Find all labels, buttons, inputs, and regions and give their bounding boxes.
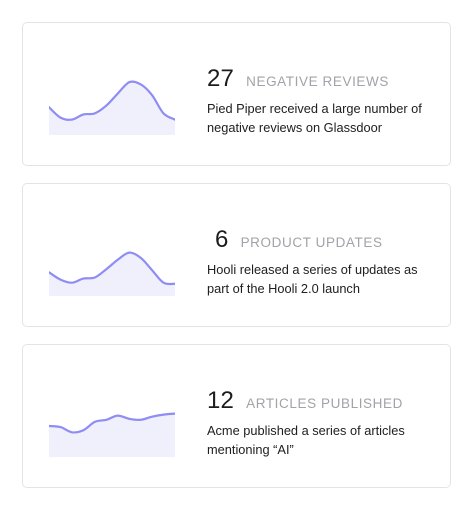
sparkline-svg [49, 412, 175, 457]
sparkline-chart [49, 71, 175, 135]
metric-headline: 6 PRODUCT UPDATES [207, 227, 440, 253]
metric-count: 12 [207, 387, 235, 414]
metric-card-negative-reviews[interactable]: 27 NEGATIVE REVIEWS Pied Piper received … [22, 22, 451, 166]
metric-count: 6 [215, 226, 229, 253]
metric-card-product-updates[interactable]: 6 PRODUCT UPDATES Hooli released a serie… [22, 183, 451, 327]
sparkline-area [49, 81, 175, 135]
metric-description: Hooli released a series of updates as pa… [207, 262, 418, 296]
metric-count: 27 [207, 65, 235, 92]
sparkline-chart [49, 232, 175, 296]
metric-label: ARTICLES PUBLISHED [246, 396, 403, 411]
metric-card-articles-published[interactable]: 12 ARTICLES PUBLISHED Acme published a s… [22, 344, 451, 488]
sparkline-line [49, 80, 175, 121]
metric-info: 27 NEGATIVE REVIEWS Pied Piper received … [207, 66, 440, 137]
metric-description: Pied Piper received a large number of ne… [207, 101, 422, 135]
sparkline-area [49, 413, 175, 457]
sparkline-line [49, 412, 175, 434]
metric-info: 6 PRODUCT UPDATES Hooli released a serie… [207, 227, 440, 298]
sparkline-svg [49, 251, 175, 296]
metric-description: Acme published a series of articles ment… [207, 423, 405, 457]
metric-headline: 12 ARTICLES PUBLISHED [207, 388, 440, 414]
sparkline-svg [49, 80, 175, 135]
metric-info: 12 ARTICLES PUBLISHED Acme published a s… [207, 388, 440, 459]
sparkline-line [49, 251, 175, 286]
metric-label: PRODUCT UPDATES [240, 235, 383, 250]
sparkline-area [49, 252, 175, 296]
sparkline-chart [49, 393, 175, 457]
metric-label: NEGATIVE REVIEWS [246, 74, 389, 89]
metric-headline: 27 NEGATIVE REVIEWS [207, 66, 440, 92]
